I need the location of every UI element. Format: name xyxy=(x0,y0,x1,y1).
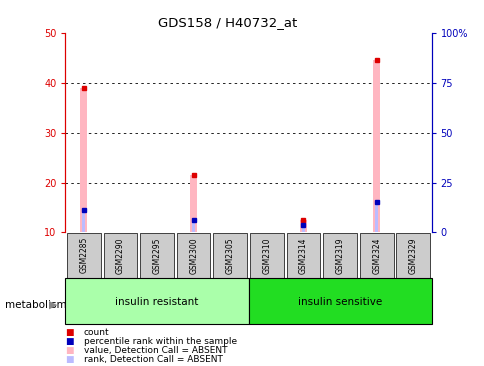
Text: value, Detection Call = ABSENT: value, Detection Call = ABSENT xyxy=(84,346,227,355)
Bar xyxy=(82,210,85,232)
Text: ■: ■ xyxy=(65,355,74,364)
Bar xyxy=(301,225,304,232)
Text: GSM2295: GSM2295 xyxy=(152,237,161,273)
Text: GSM2319: GSM2319 xyxy=(335,237,344,273)
Text: GSM2290: GSM2290 xyxy=(116,237,125,273)
FancyBboxPatch shape xyxy=(213,233,246,278)
Text: ■: ■ xyxy=(65,346,74,355)
FancyBboxPatch shape xyxy=(65,278,248,324)
FancyBboxPatch shape xyxy=(396,233,429,278)
Text: GSM2310: GSM2310 xyxy=(262,237,271,273)
Text: GSM2314: GSM2314 xyxy=(298,237,307,273)
Text: ■: ■ xyxy=(65,337,74,346)
Text: insulin sensitive: insulin sensitive xyxy=(297,297,381,307)
FancyBboxPatch shape xyxy=(67,233,100,278)
FancyBboxPatch shape xyxy=(323,233,356,278)
Bar xyxy=(373,60,379,232)
Text: GSM2300: GSM2300 xyxy=(189,237,198,274)
Bar xyxy=(300,220,306,232)
Text: GSM2285: GSM2285 xyxy=(79,237,88,273)
Text: ▶: ▶ xyxy=(48,299,57,310)
FancyBboxPatch shape xyxy=(104,233,137,278)
Text: GSM2329: GSM2329 xyxy=(408,237,417,273)
Text: GSM2324: GSM2324 xyxy=(371,237,380,273)
Text: metabolism: metabolism xyxy=(5,299,66,310)
Bar xyxy=(80,88,87,232)
Bar xyxy=(374,202,378,232)
Bar xyxy=(192,220,195,232)
Text: rank, Detection Call = ABSENT: rank, Detection Call = ABSENT xyxy=(84,355,222,364)
Text: ■: ■ xyxy=(65,328,74,337)
FancyBboxPatch shape xyxy=(286,233,319,278)
FancyBboxPatch shape xyxy=(250,233,283,278)
Text: percentile rank within the sample: percentile rank within the sample xyxy=(84,337,237,346)
Text: GSM2305: GSM2305 xyxy=(225,237,234,274)
Bar xyxy=(190,175,197,232)
FancyBboxPatch shape xyxy=(248,278,431,324)
FancyBboxPatch shape xyxy=(140,233,173,278)
FancyBboxPatch shape xyxy=(177,233,210,278)
Text: insulin resistant: insulin resistant xyxy=(115,297,198,307)
Text: count: count xyxy=(84,328,109,337)
Text: GDS158 / H40732_at: GDS158 / H40732_at xyxy=(158,16,297,30)
FancyBboxPatch shape xyxy=(359,233,393,278)
